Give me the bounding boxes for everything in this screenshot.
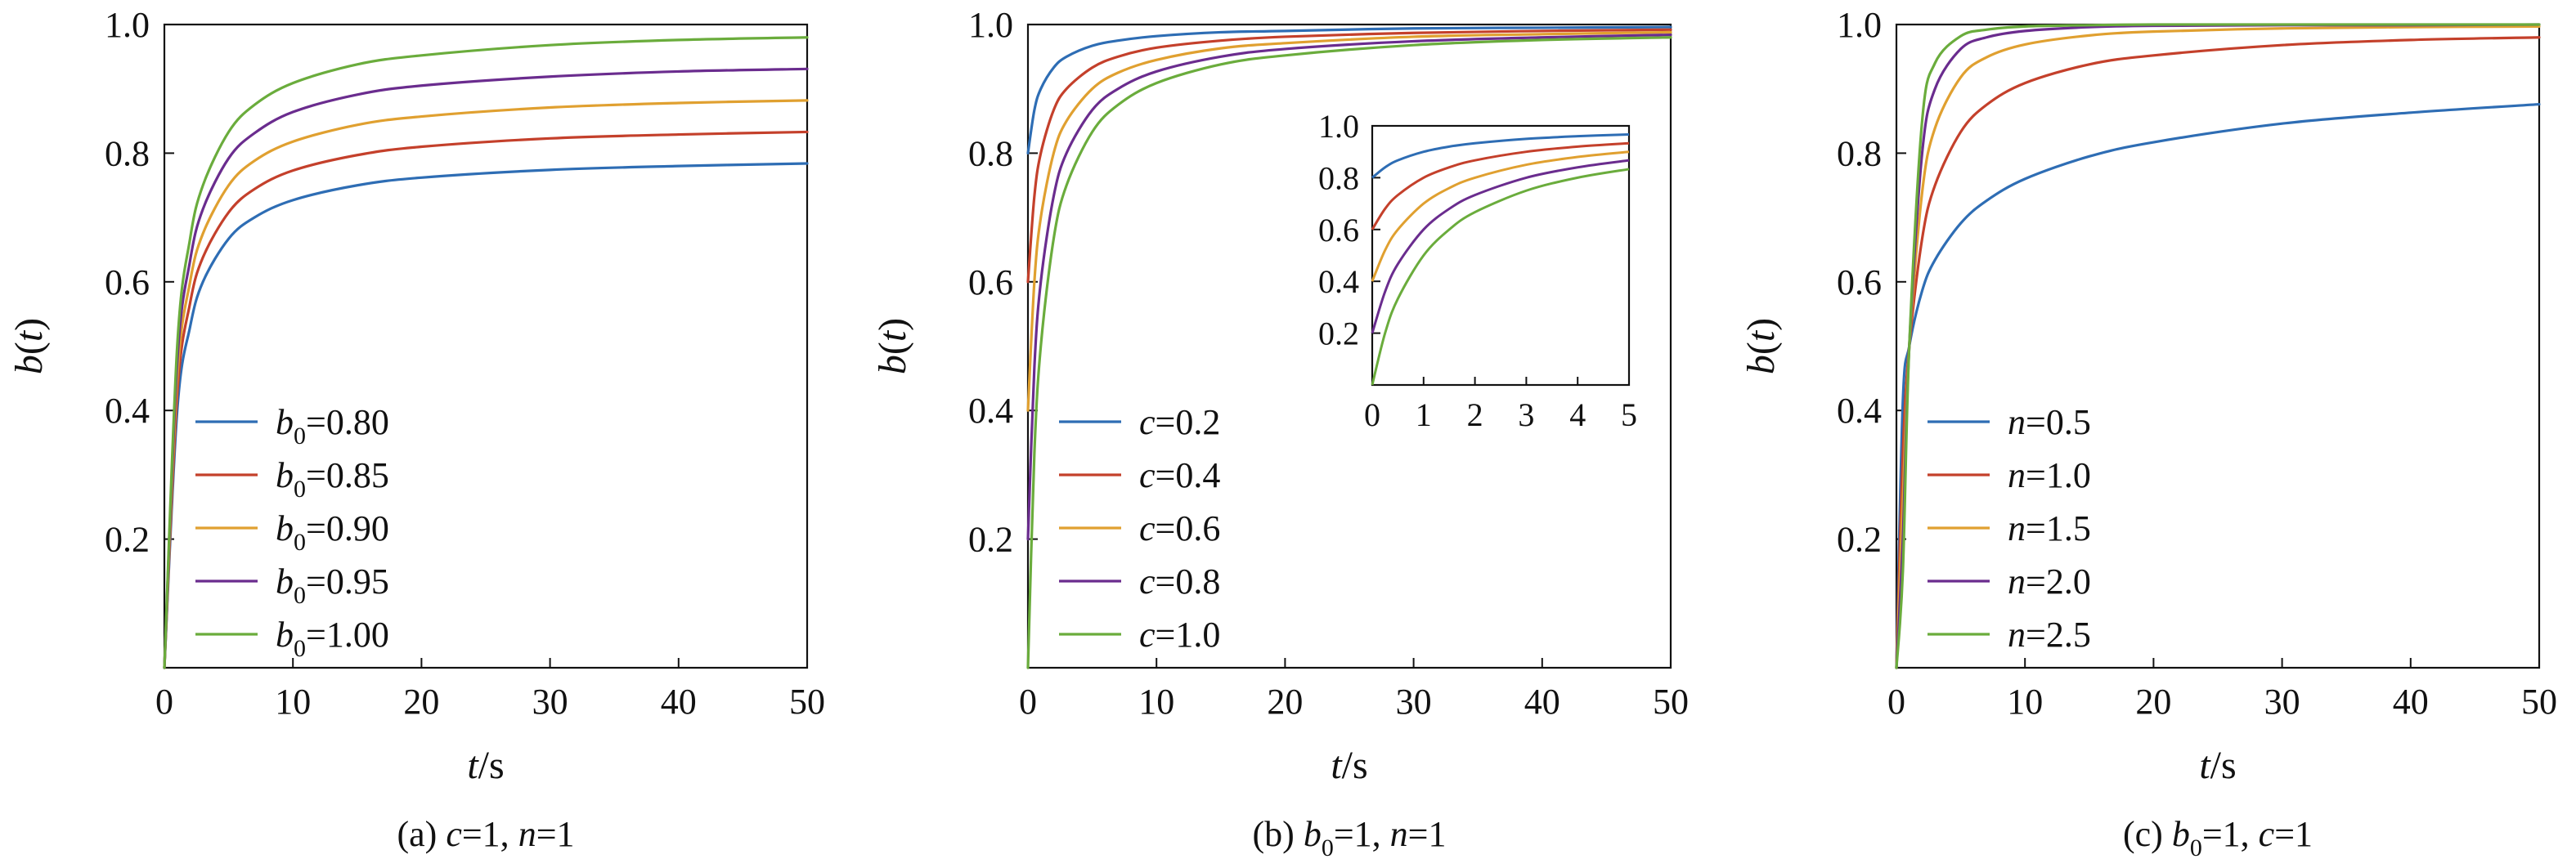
inset-y-tick-label: 1.0	[1318, 108, 1359, 145]
y-axis-title: b(t)	[871, 318, 914, 374]
y-tick-label: 0.6	[105, 262, 150, 302]
x-axis-title: t/s	[2199, 744, 2236, 787]
series-line-purple	[163, 67, 809, 669]
inset-series-line-red	[1371, 141, 1630, 230]
series-line-green	[1895, 23, 2541, 669]
y-tick-label: 0.8	[105, 133, 150, 173]
x-tick-label: 0	[155, 682, 173, 722]
y-tick-label: 1.0	[105, 5, 150, 45]
legend-label: c=0.4	[1139, 455, 1220, 495]
inset-series-line-green	[1371, 168, 1630, 386]
legend-label: b0=0.90	[276, 508, 389, 556]
x-tick-label: 40	[2393, 682, 2429, 722]
x-tick-label: 10	[1138, 682, 1174, 722]
x-tick-label: 20	[1267, 682, 1303, 722]
x-tick-label: 20	[2135, 682, 2171, 722]
inset-chart: 0 1 2 3 4 5 0.2 0.4 0.6 0.8 1.0	[1318, 108, 1637, 433]
x-tick-label: 50	[1653, 682, 1689, 722]
x-tick-label: 10	[275, 682, 311, 722]
x-tick-label: 50	[2521, 682, 2557, 722]
inset-x-tick-label: 5	[1621, 396, 1637, 433]
series-line-red	[163, 130, 809, 669]
y-axis-title: b(t)	[7, 318, 51, 374]
series-line-blue	[163, 162, 809, 669]
y-tick-label: 0.8	[1837, 133, 1882, 173]
inset-y-tick-label: 0.8	[1318, 159, 1359, 196]
x-tick-label: 40	[661, 682, 697, 722]
panel-caption: (b) b0=1, n=1	[1253, 814, 1447, 861]
legend-label: b0=0.85	[276, 455, 389, 503]
inset-y-tick-label: 0.2	[1318, 315, 1359, 352]
inset-y-tick-label: 0.4	[1318, 263, 1359, 300]
y-tick-label: 1.0	[1837, 5, 1882, 45]
y-tick-label: 0.2	[968, 520, 1013, 560]
inset-x-tick-label: 4	[1569, 396, 1586, 433]
plot-frame	[163, 23, 809, 669]
legend-label: b0=0.95	[276, 562, 389, 609]
legend-label: n=2.5	[2008, 615, 2091, 655]
inset-series-line-purple	[1371, 159, 1630, 334]
series-line-gold	[1026, 30, 1672, 412]
x-tick-label: 30	[532, 682, 568, 722]
legend-label: c=0.2	[1139, 402, 1220, 442]
series-line-purple	[1895, 23, 2541, 669]
y-tick-label: 0.6	[968, 262, 1013, 302]
chart-panel-2: 0 10 20 30 40 500.20.40.60.81.0t/sb(t)c=0.2c=…	[871, 5, 1689, 861]
series-line-purple	[1026, 33, 1672, 541]
y-axis-title: b(t)	[1739, 318, 1783, 374]
x-tick-label: 20	[403, 682, 439, 722]
x-tick-label: 10	[2007, 682, 2043, 722]
y-tick-label: 0.4	[105, 391, 150, 431]
x-tick-label: 30	[1396, 682, 1432, 722]
inset-y-tick-label: 0.6	[1318, 212, 1359, 248]
y-tick-label: 0.2	[1837, 520, 1882, 560]
plot-frame	[1895, 23, 2541, 669]
x-tick-label: 0	[1019, 682, 1037, 722]
legend-label: b0=0.80	[276, 402, 389, 450]
x-tick-label: 50	[789, 682, 825, 722]
legend-label: n=1.5	[2008, 508, 2091, 548]
y-tick-label: 0.4	[1837, 391, 1882, 431]
legend-label: n=2.0	[2008, 562, 2091, 602]
legend-label: c=0.8	[1139, 562, 1220, 602]
chart-panel-1: 0 10 20 30 40 50 0.2 0.4 0.6 0.8 1.0 t/s b(t) b0=0.80…	[7, 5, 825, 854]
series-line-green	[163, 36, 809, 669]
inset-x-tick-label: 0	[1364, 396, 1380, 433]
panel-caption: (c) b0=1, c=1	[2123, 814, 2313, 861]
y-tick-label: 0.2	[105, 520, 150, 560]
legend-label: c=0.6	[1139, 508, 1220, 548]
series-line-blue	[1895, 102, 2541, 669]
chart-panel-3: 0 10 20 30 40 50 0.2 0.4 0.6 0.8 1.0 t/s b(t) n=0.5 n=…	[1739, 5, 2557, 861]
legend-label: b0=1.00	[276, 615, 389, 662]
series-line-red	[1026, 28, 1672, 284]
legend-label: n=1.0	[2008, 455, 2091, 495]
x-axis-title: t/s	[467, 744, 504, 787]
x-tick-label: 40	[1524, 682, 1560, 722]
inset-x-tick-label: 3	[1518, 396, 1534, 433]
x-tick-label: 30	[2264, 682, 2300, 722]
inset-series-line-blue	[1371, 132, 1630, 179]
y-tick-label: 0.8	[968, 133, 1013, 173]
inset-series-line-gold	[1371, 150, 1630, 282]
y-tick-label: 1.0	[968, 5, 1013, 45]
series-line-green	[1026, 36, 1672, 669]
x-tick-label: 0	[1887, 682, 1905, 722]
series-line-blue	[1026, 25, 1672, 154]
legend-label: n=0.5	[2008, 402, 2091, 442]
y-tick-label: 0.6	[1837, 262, 1882, 302]
legend-label: c=1.0	[1139, 615, 1220, 655]
x-axis-title: t/s	[1331, 744, 1367, 787]
series-line-gold	[163, 99, 809, 669]
inset-frame	[1371, 124, 1631, 387]
inset-x-tick-label: 2	[1467, 396, 1483, 433]
plot-frame	[1026, 23, 1672, 669]
series-line-gold	[1895, 25, 2541, 669]
inset-x-tick-label: 1	[1416, 396, 1432, 433]
panel-caption: (a) c=1, n=1	[397, 814, 574, 854]
y-tick-label: 0.4	[968, 391, 1013, 431]
